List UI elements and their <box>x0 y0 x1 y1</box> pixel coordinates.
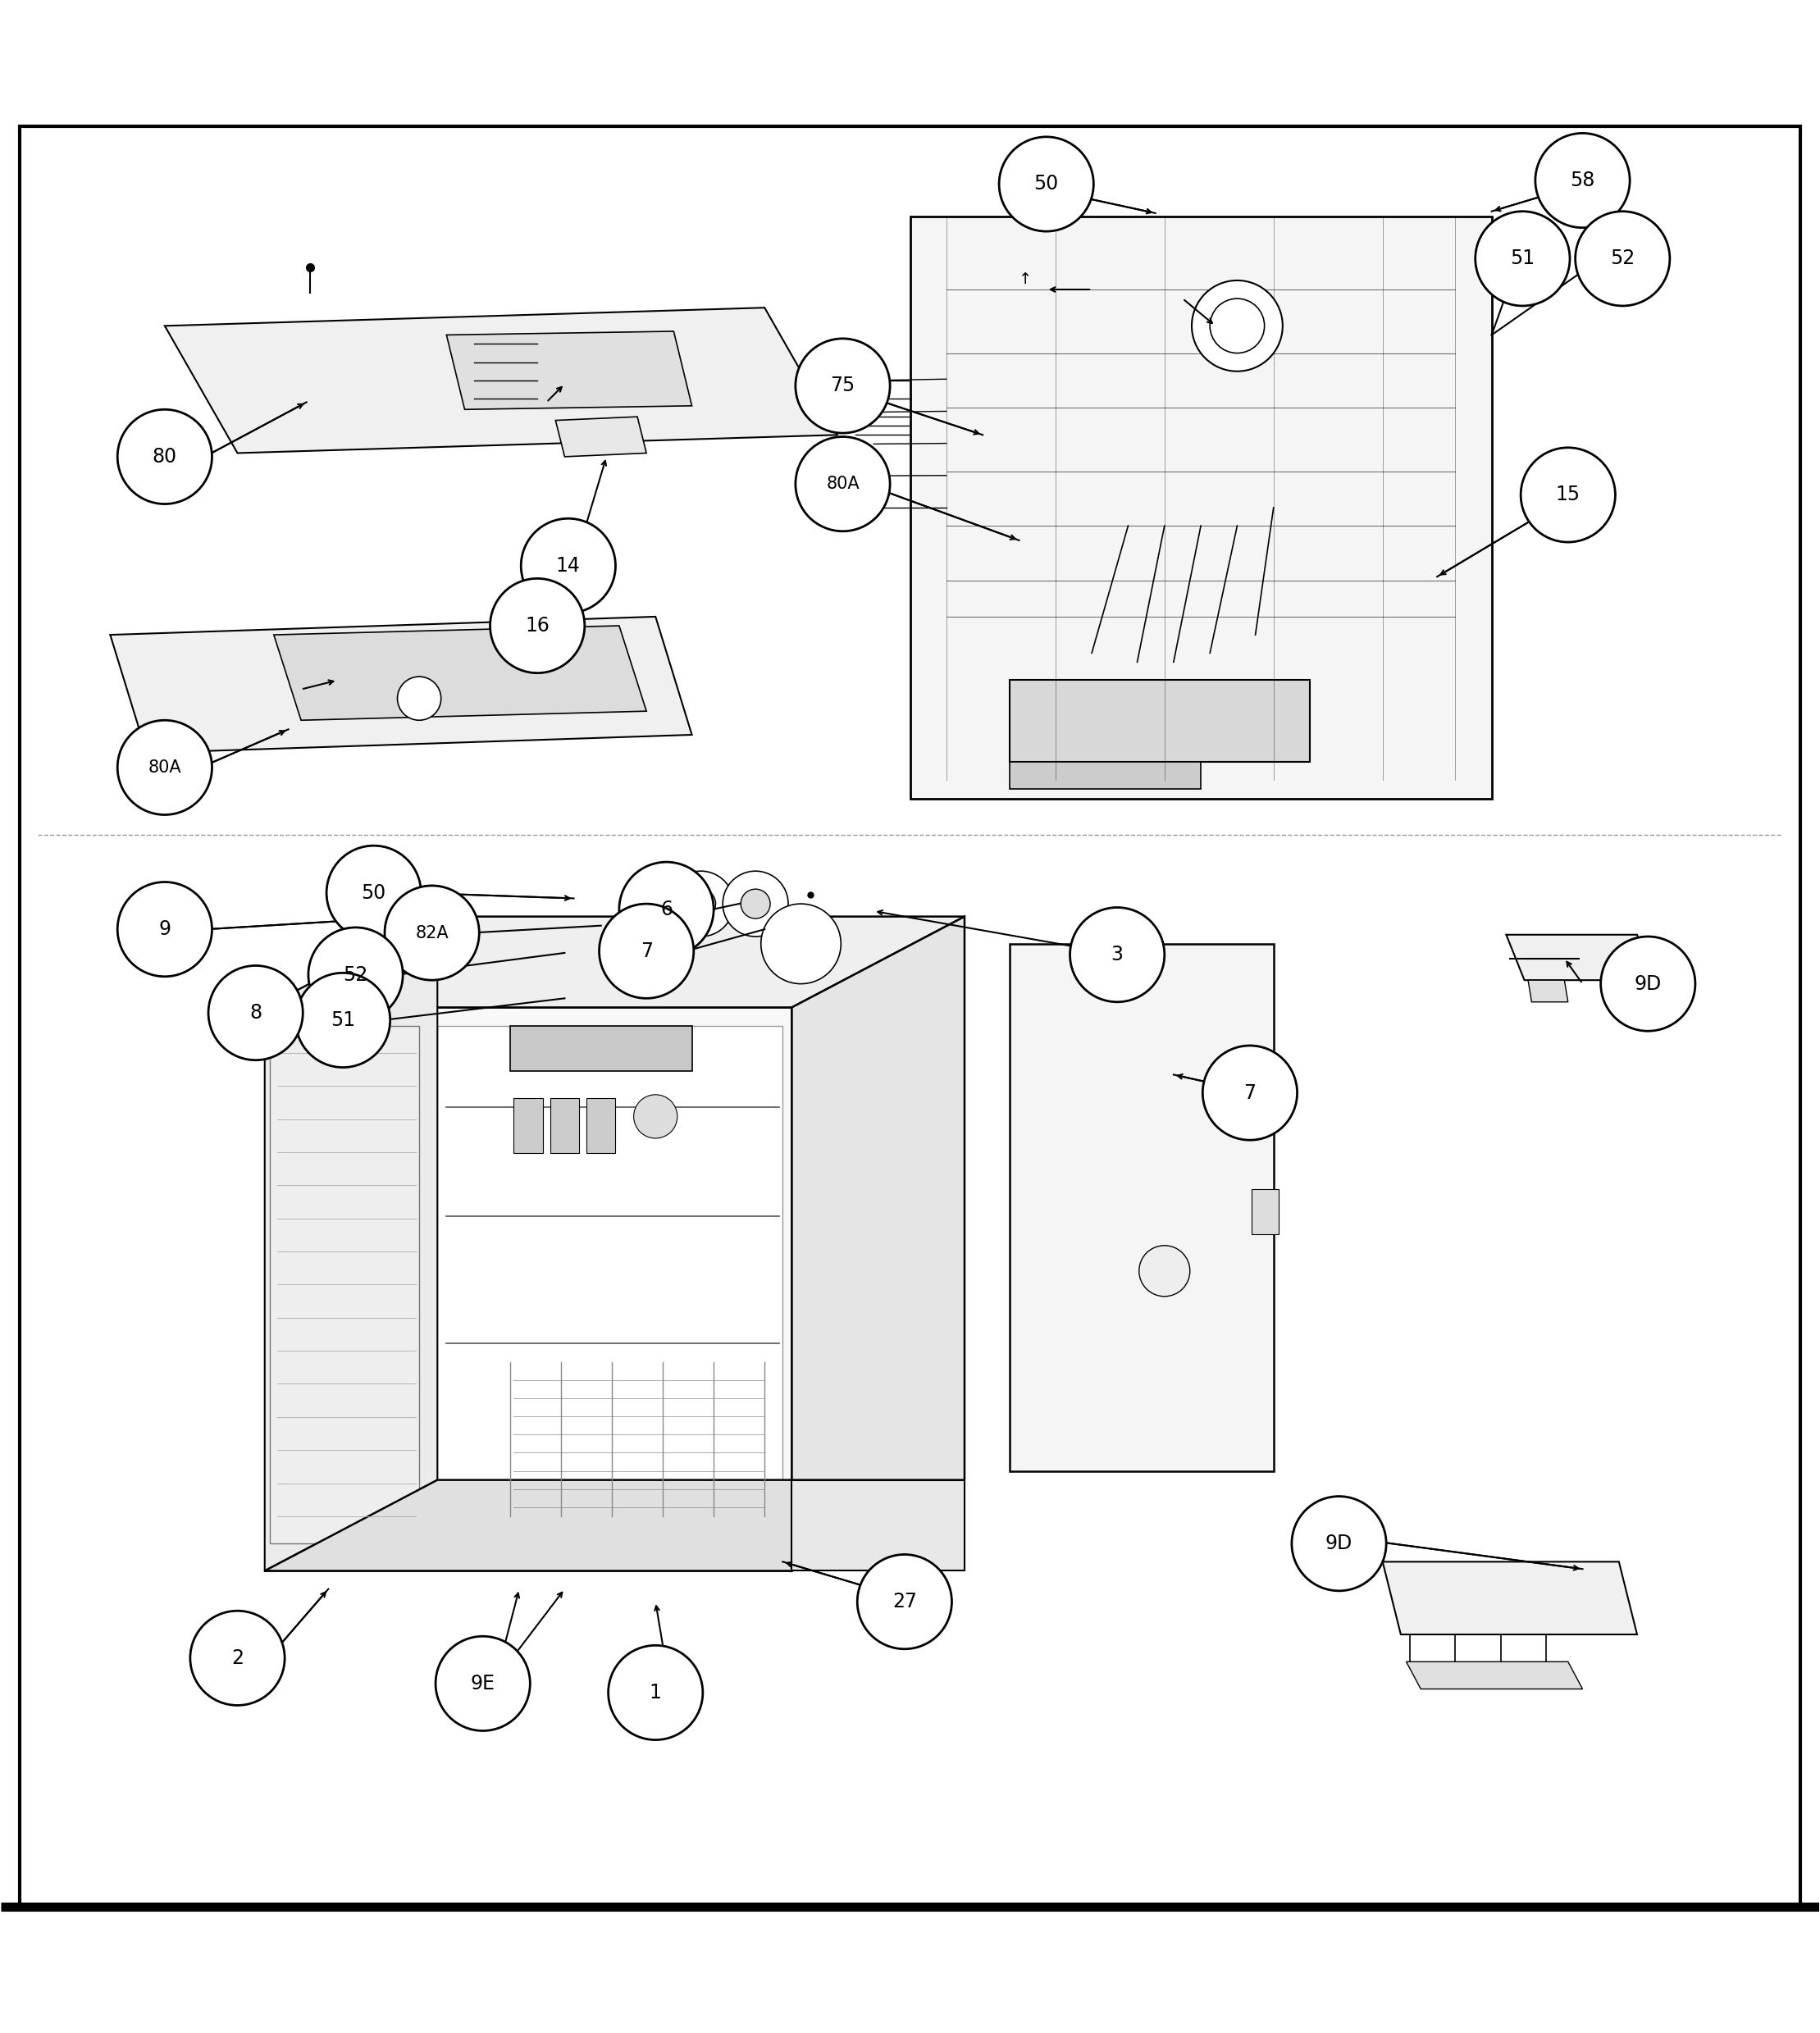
Circle shape <box>1292 1496 1387 1592</box>
Text: 16: 16 <box>526 616 550 636</box>
Circle shape <box>668 870 733 937</box>
Circle shape <box>723 870 788 937</box>
Circle shape <box>1536 134 1631 228</box>
Text: 15: 15 <box>1556 486 1580 504</box>
Bar <box>586 1098 615 1153</box>
Text: 51: 51 <box>1511 248 1534 268</box>
Text: 1: 1 <box>650 1683 662 1702</box>
Polygon shape <box>555 417 646 457</box>
Circle shape <box>189 1610 284 1706</box>
Circle shape <box>326 846 420 939</box>
Circle shape <box>397 677 440 720</box>
Circle shape <box>207 966 302 1059</box>
Circle shape <box>1602 937 1694 1031</box>
Circle shape <box>1139 1246 1190 1297</box>
Circle shape <box>521 518 615 614</box>
Circle shape <box>1476 211 1571 305</box>
Bar <box>550 1098 579 1153</box>
Polygon shape <box>792 1480 965 1572</box>
Polygon shape <box>166 307 837 453</box>
Text: 52: 52 <box>1611 248 1634 268</box>
Text: 3: 3 <box>1110 945 1123 964</box>
Text: 7: 7 <box>641 941 653 962</box>
Text: 50: 50 <box>362 882 386 903</box>
Bar <box>513 1098 542 1153</box>
Polygon shape <box>273 626 646 720</box>
Text: 80: 80 <box>153 447 177 466</box>
Circle shape <box>1070 907 1165 1002</box>
Text: 51: 51 <box>331 1010 355 1031</box>
Circle shape <box>599 905 693 998</box>
Text: 52: 52 <box>344 966 368 984</box>
Polygon shape <box>792 917 965 1572</box>
FancyBboxPatch shape <box>910 218 1492 799</box>
Circle shape <box>384 886 479 980</box>
Bar <box>1252 1189 1279 1234</box>
Polygon shape <box>264 1008 792 1572</box>
Circle shape <box>608 1645 703 1740</box>
Polygon shape <box>269 1025 419 1543</box>
Circle shape <box>999 136 1094 232</box>
Polygon shape <box>1529 980 1569 1002</box>
Polygon shape <box>437 1025 783 1543</box>
Text: 7: 7 <box>1243 1084 1256 1102</box>
Polygon shape <box>1010 943 1274 1470</box>
Text: 14: 14 <box>557 555 581 575</box>
Polygon shape <box>1010 681 1310 762</box>
Circle shape <box>795 437 890 531</box>
Polygon shape <box>446 331 692 409</box>
Polygon shape <box>1507 935 1654 980</box>
Circle shape <box>435 1637 530 1730</box>
Text: 2: 2 <box>231 1649 244 1667</box>
Circle shape <box>295 974 389 1067</box>
Circle shape <box>118 882 211 976</box>
Text: 8: 8 <box>249 1002 262 1023</box>
Circle shape <box>741 888 770 919</box>
Polygon shape <box>264 917 437 1572</box>
Text: 6: 6 <box>661 899 673 919</box>
Polygon shape <box>1407 1661 1583 1689</box>
Text: 9: 9 <box>158 919 171 939</box>
Circle shape <box>633 1094 677 1138</box>
Text: ↑: ↑ <box>1019 272 1032 287</box>
Circle shape <box>1203 1045 1298 1141</box>
Circle shape <box>686 888 715 919</box>
Circle shape <box>1192 281 1283 372</box>
Polygon shape <box>1383 1561 1636 1635</box>
Circle shape <box>118 720 211 815</box>
Circle shape <box>619 862 713 956</box>
Circle shape <box>308 927 402 1023</box>
Polygon shape <box>264 1480 965 1572</box>
Text: 9D: 9D <box>1325 1533 1352 1553</box>
Circle shape <box>857 1555 952 1649</box>
Circle shape <box>1522 447 1616 543</box>
Text: 9D: 9D <box>1634 974 1662 994</box>
Text: 80A: 80A <box>147 758 182 777</box>
Text: 9E: 9E <box>471 1673 495 1693</box>
Text: 80A: 80A <box>826 476 859 492</box>
Text: 27: 27 <box>892 1592 917 1612</box>
Text: 75: 75 <box>830 376 855 396</box>
Polygon shape <box>1010 762 1201 789</box>
Polygon shape <box>264 917 965 1008</box>
Circle shape <box>490 579 584 673</box>
Circle shape <box>118 409 211 504</box>
Circle shape <box>761 905 841 984</box>
Text: 58: 58 <box>1571 171 1594 191</box>
Circle shape <box>1576 211 1669 305</box>
Circle shape <box>795 340 890 433</box>
Text: 50: 50 <box>1034 175 1059 193</box>
Polygon shape <box>111 616 692 752</box>
Polygon shape <box>510 1025 692 1071</box>
Text: 82A: 82A <box>415 925 448 941</box>
